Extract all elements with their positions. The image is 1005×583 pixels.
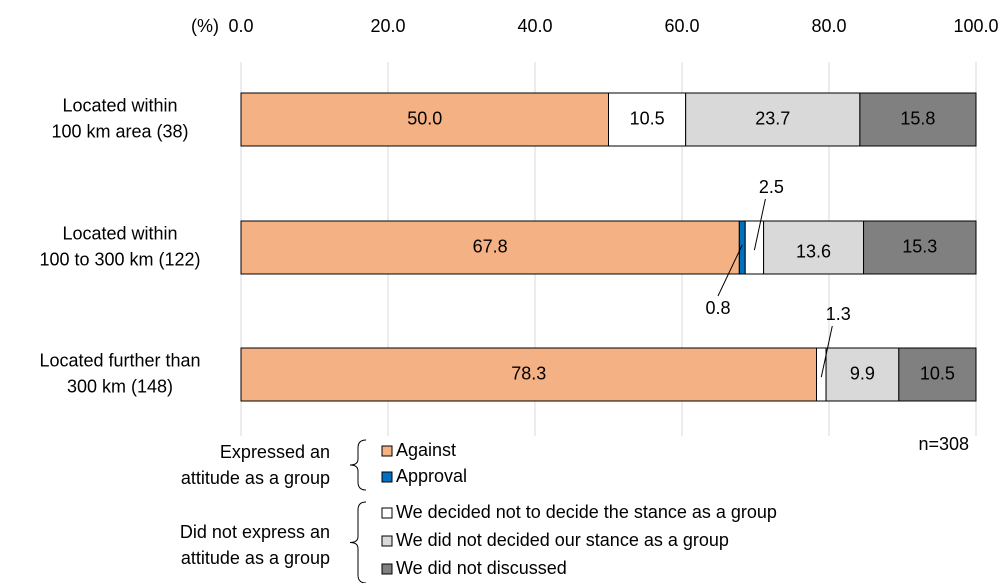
data-label: 13.6 xyxy=(796,241,831,261)
leader-line xyxy=(820,325,833,378)
category-label: Located further than 300 km (148) xyxy=(39,350,200,396)
legend-swatch xyxy=(381,507,393,519)
data-label: 23.7 xyxy=(755,108,790,128)
data-label: 10.5 xyxy=(920,363,955,383)
category-label: Located within 100 to 300 km (122) xyxy=(39,223,200,269)
legend-entry: We did not discussed xyxy=(396,558,567,578)
bar-segment xyxy=(744,220,765,275)
legend-entry: We decided not to decide the stance as a… xyxy=(396,502,777,522)
sample-size-note: n=308 xyxy=(918,434,969,454)
data-label: 15.8 xyxy=(900,108,935,128)
data-label: 9.9 xyxy=(850,363,875,383)
x-tick-label: 20.0 xyxy=(370,16,405,36)
data-label: 67.8 xyxy=(473,236,508,256)
bar-segment xyxy=(816,347,827,402)
x-tick-label: 40.0 xyxy=(517,16,552,36)
bar-segment xyxy=(763,220,865,275)
x-tick-label: 100.0 xyxy=(953,16,998,36)
data-label: 15.3 xyxy=(902,236,937,256)
data-label: 78.3 xyxy=(511,363,546,383)
category-label: Located within 100 km area (38) xyxy=(51,95,188,141)
bar-segment xyxy=(825,347,900,402)
bar-segment xyxy=(738,220,746,275)
legend-group-label: Expressed an attitude as a group xyxy=(181,442,330,488)
leader-line xyxy=(717,244,743,297)
bar-segment xyxy=(863,220,977,275)
legend-group-brace xyxy=(349,439,367,491)
bar-segment xyxy=(240,92,609,147)
legend-group-brace xyxy=(349,501,367,583)
data-label: 2.5 xyxy=(759,177,784,197)
unit-label: (%) xyxy=(191,16,219,36)
bar-segment xyxy=(859,92,977,147)
legend-swatch xyxy=(381,535,393,547)
bar-segment xyxy=(898,347,977,402)
x-tick-label: 0.0 xyxy=(228,16,253,36)
x-tick-label: 80.0 xyxy=(811,16,846,36)
legend-swatch xyxy=(381,445,393,457)
legend-entry: Against xyxy=(396,440,456,460)
legend-swatch xyxy=(381,563,393,575)
legend-entry: We did not decided our stance as a group xyxy=(396,530,729,550)
data-label: 0.8 xyxy=(705,298,730,318)
bar-segment xyxy=(240,347,818,402)
legend-swatch xyxy=(381,471,393,483)
leader-line xyxy=(753,198,766,251)
legend-group-label: Did not express an attitude as a group xyxy=(180,522,330,568)
data-label: 50.0 xyxy=(407,108,442,128)
data-label: 10.5 xyxy=(630,108,665,128)
legend-entry: Approval xyxy=(396,466,467,486)
x-tick-label: 60.0 xyxy=(664,16,699,36)
bar-segment xyxy=(240,220,740,275)
data-label: 1.3 xyxy=(826,304,851,324)
